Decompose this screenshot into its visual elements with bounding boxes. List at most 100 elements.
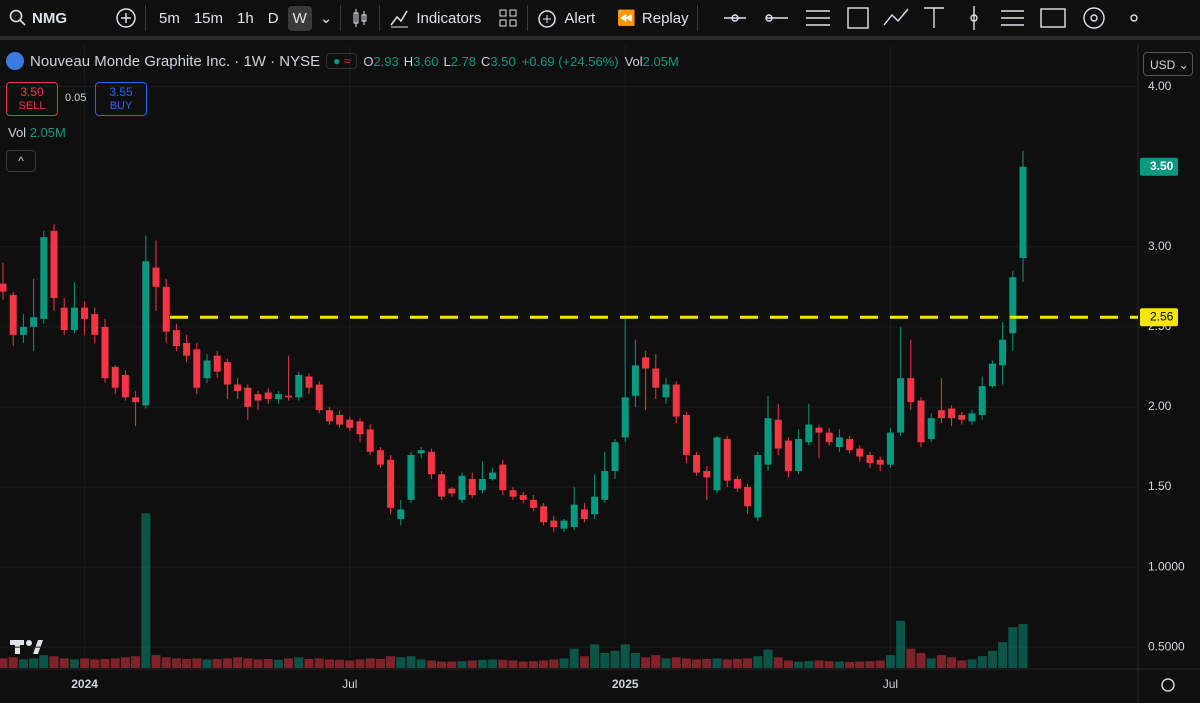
candle-body	[132, 397, 140, 403]
candle-body	[764, 418, 772, 465]
candle-body	[111, 366, 119, 388]
candle-body	[795, 438, 803, 472]
replay-button[interactable]: Replay	[641, 9, 689, 27]
candle-body	[172, 330, 180, 347]
separator	[145, 5, 146, 31]
buy-label: BUY	[109, 100, 133, 112]
candle-body	[784, 440, 792, 472]
candle-body	[489, 472, 497, 480]
volume-bar	[8, 657, 18, 668]
volume-bar	[273, 659, 283, 668]
alert-icon[interactable]	[536, 7, 558, 29]
search-icon[interactable]	[8, 8, 28, 28]
volume-bar	[753, 656, 763, 668]
interval-button[interactable]: D	[267, 9, 279, 27]
volume-bar	[90, 659, 100, 668]
candle-body	[244, 387, 252, 407]
buy-button[interactable]: 3.55 BUY	[95, 82, 147, 116]
candle-body	[305, 376, 313, 388]
ohlc-value: 3.50	[490, 53, 516, 69]
volume-bar	[120, 657, 130, 668]
candle-body	[968, 413, 976, 422]
interval-button[interactable]: 1h	[237, 9, 254, 27]
chart-type-icon[interactable]	[349, 7, 371, 29]
candle-body	[631, 365, 639, 396]
candle-body	[948, 408, 956, 419]
symbol-title: Nouveau Monde Graphite Inc. · 1W · NYSE	[30, 52, 321, 70]
settings-icon[interactable]	[1161, 678, 1175, 692]
candle-body	[19, 326, 27, 335]
volume-bar	[182, 658, 192, 668]
volume-bar	[773, 657, 783, 668]
candle-body	[70, 307, 78, 331]
alert-button[interactable]: Alert	[564, 9, 596, 27]
candle-body	[519, 495, 527, 500]
interval-button[interactable]: W	[287, 5, 312, 31]
volume-bar	[518, 661, 528, 668]
add-symbol[interactable]	[115, 7, 137, 29]
volume-bar	[783, 660, 793, 668]
volume-bar	[110, 658, 120, 668]
candle-body	[703, 471, 711, 478]
candle-body	[815, 427, 823, 433]
interval-button[interactable]: 5m	[159, 9, 180, 27]
sell-button[interactable]: 3.50 SELL	[6, 82, 58, 116]
volume-bar	[794, 661, 804, 668]
ohlc-field: H3.60	[404, 54, 439, 69]
y-tick-label: 1.50	[1148, 479, 1172, 493]
candle-body	[458, 475, 466, 500]
volume-bar	[804, 661, 814, 668]
candle-body	[50, 230, 58, 299]
layouts-icon[interactable]	[497, 7, 519, 29]
volume-bar	[569, 648, 579, 668]
collapse-button[interactable]: ^	[6, 150, 36, 172]
volume-bar	[702, 658, 712, 668]
replay-icon[interactable]: ⏪	[617, 10, 636, 27]
symbol[interactable]: NMG	[32, 9, 67, 27]
x-tick-label: Jul	[342, 677, 357, 691]
symbol-logo	[6, 52, 24, 70]
sell-price: 3.50	[20, 85, 44, 99]
y-tick-label: 0.5000	[1148, 639, 1185, 653]
interval-menu[interactable]: ⌄	[319, 10, 333, 27]
candle-body	[336, 414, 344, 425]
interval-button[interactable]: 15m	[193, 9, 224, 27]
volume-bar	[355, 659, 365, 668]
candle-body	[601, 471, 609, 500]
volume-bar	[314, 658, 324, 668]
drawing-tools[interactable]	[706, 3, 1156, 33]
level-tag	[1140, 308, 1178, 327]
indicators-icon[interactable]	[388, 7, 410, 29]
candle-body	[152, 267, 160, 287]
legend: Nouveau Monde Graphite Inc. · 1W · NYSE …	[6, 52, 679, 70]
candle-body	[835, 437, 843, 447]
volume-bar	[610, 650, 620, 668]
change: +0.69 (+24.56%)	[521, 53, 619, 69]
volume-bar	[131, 656, 141, 668]
candle-body	[825, 432, 833, 443]
buy-price: 3.55	[109, 85, 133, 99]
candle-body	[642, 357, 650, 369]
x-tick-label: Jul	[883, 677, 898, 691]
volume-bar	[284, 658, 294, 668]
volume-bar	[69, 659, 79, 668]
candle-body	[897, 378, 905, 433]
currency-select[interactable]: USD ⌄	[1143, 52, 1193, 76]
volume-bar	[365, 658, 375, 668]
indicators-button[interactable]: Indicators	[416, 9, 482, 27]
candle-body	[376, 450, 384, 465]
ohlc-key: L	[443, 53, 451, 69]
candle-body	[886, 432, 894, 465]
candle-body	[733, 479, 741, 489]
volume-bar	[263, 658, 273, 668]
y-tick-label: 2.00	[1148, 399, 1172, 413]
candle-body	[468, 479, 476, 496]
volume-bar	[865, 661, 875, 668]
candle-body	[295, 374, 303, 398]
status-badge[interactable]: ● ≈	[326, 53, 358, 69]
volume-bar	[620, 644, 630, 668]
volume-bar	[0, 658, 8, 668]
volume-bar	[885, 655, 895, 668]
volume-bar	[39, 655, 49, 668]
